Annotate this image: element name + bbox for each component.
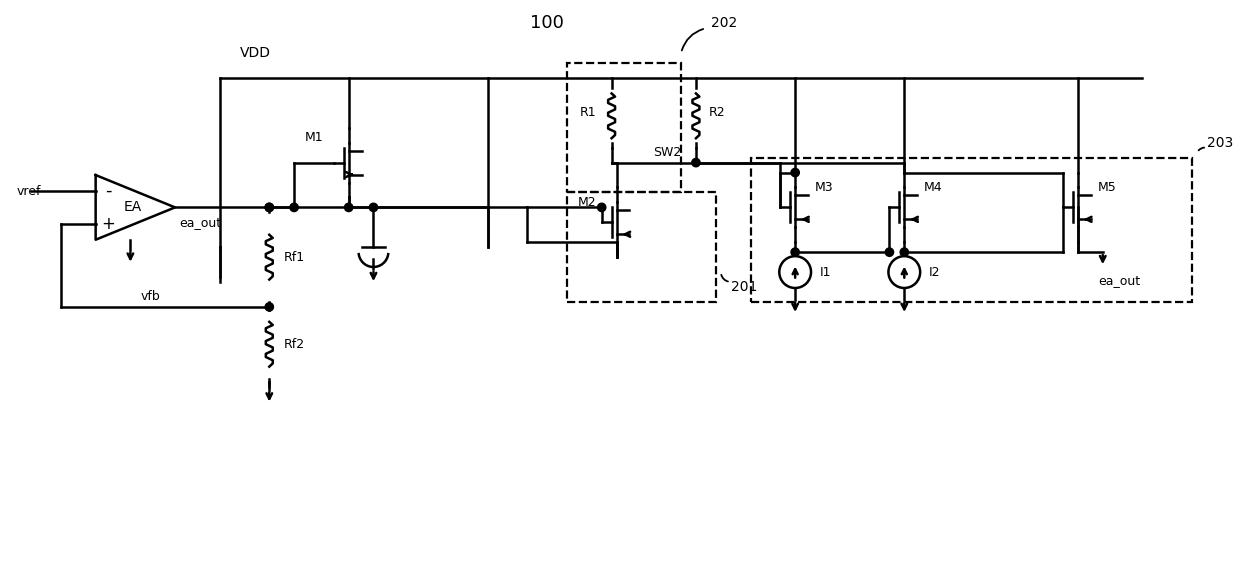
- Text: ea_out: ea_out: [179, 216, 221, 229]
- Circle shape: [598, 203, 606, 212]
- Circle shape: [791, 168, 800, 177]
- Circle shape: [265, 303, 274, 311]
- Text: vref: vref: [16, 185, 41, 198]
- Circle shape: [885, 248, 894, 256]
- Text: EA: EA: [123, 200, 141, 215]
- Text: ea_out: ea_out: [1097, 273, 1140, 287]
- Circle shape: [345, 203, 353, 212]
- Text: R1: R1: [580, 106, 596, 119]
- Text: +: +: [102, 215, 115, 233]
- Text: I2: I2: [929, 265, 941, 279]
- Circle shape: [265, 203, 274, 212]
- Circle shape: [900, 248, 909, 256]
- Circle shape: [692, 159, 701, 167]
- Text: 100: 100: [531, 14, 564, 32]
- Text: M1: M1: [305, 131, 324, 144]
- Text: VDD: VDD: [239, 46, 270, 60]
- Text: 201: 201: [730, 280, 758, 294]
- Text: Rf2: Rf2: [284, 338, 305, 351]
- Text: vfb: vfb: [140, 290, 160, 304]
- Text: M4: M4: [924, 181, 942, 194]
- Text: M2: M2: [578, 196, 596, 209]
- Circle shape: [290, 203, 299, 212]
- Text: M5: M5: [1097, 181, 1116, 194]
- Text: 203: 203: [1207, 136, 1234, 149]
- Circle shape: [370, 203, 378, 212]
- Text: 202: 202: [711, 16, 737, 30]
- Circle shape: [265, 203, 274, 212]
- Text: SW2: SW2: [652, 146, 681, 159]
- Circle shape: [791, 248, 800, 256]
- Text: R2: R2: [709, 106, 725, 119]
- Text: Rf1: Rf1: [284, 250, 305, 264]
- Text: I1: I1: [820, 265, 832, 279]
- Text: M3: M3: [815, 181, 833, 194]
- Text: -: -: [105, 182, 112, 200]
